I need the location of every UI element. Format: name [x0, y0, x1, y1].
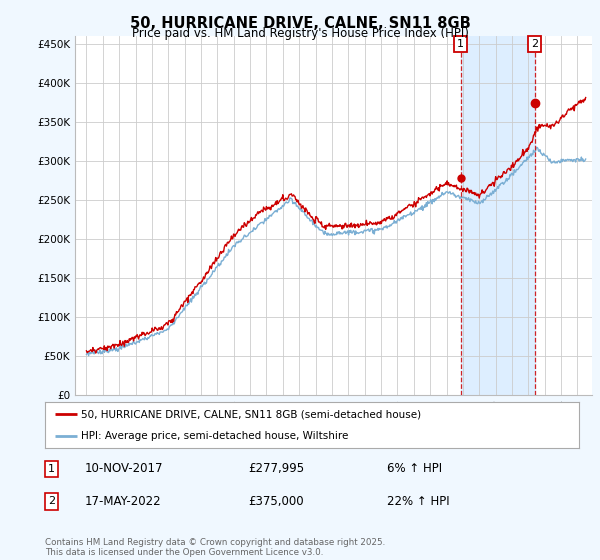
- Text: 2: 2: [531, 39, 538, 49]
- Text: £375,000: £375,000: [248, 495, 304, 508]
- Text: 22% ↑ HPI: 22% ↑ HPI: [387, 495, 449, 508]
- Text: Contains HM Land Registry data © Crown copyright and database right 2025.
This d: Contains HM Land Registry data © Crown c…: [45, 538, 385, 557]
- Text: £277,995: £277,995: [248, 462, 304, 475]
- Text: Price paid vs. HM Land Registry's House Price Index (HPI): Price paid vs. HM Land Registry's House …: [131, 27, 469, 40]
- Text: 50, HURRICANE DRIVE, CALNE, SN11 8GB: 50, HURRICANE DRIVE, CALNE, SN11 8GB: [130, 16, 470, 31]
- Text: 17-MAY-2022: 17-MAY-2022: [85, 495, 161, 508]
- Text: 50, HURRICANE DRIVE, CALNE, SN11 8GB (semi-detached house): 50, HURRICANE DRIVE, CALNE, SN11 8GB (se…: [82, 409, 421, 419]
- Text: 10-NOV-2017: 10-NOV-2017: [85, 462, 164, 475]
- Text: 2: 2: [48, 496, 55, 506]
- Bar: [461, 36, 535, 395]
- Text: 6% ↑ HPI: 6% ↑ HPI: [387, 462, 442, 475]
- Text: HPI: Average price, semi-detached house, Wiltshire: HPI: Average price, semi-detached house,…: [82, 431, 349, 441]
- Text: 1: 1: [48, 464, 55, 474]
- Text: 1: 1: [457, 39, 464, 49]
